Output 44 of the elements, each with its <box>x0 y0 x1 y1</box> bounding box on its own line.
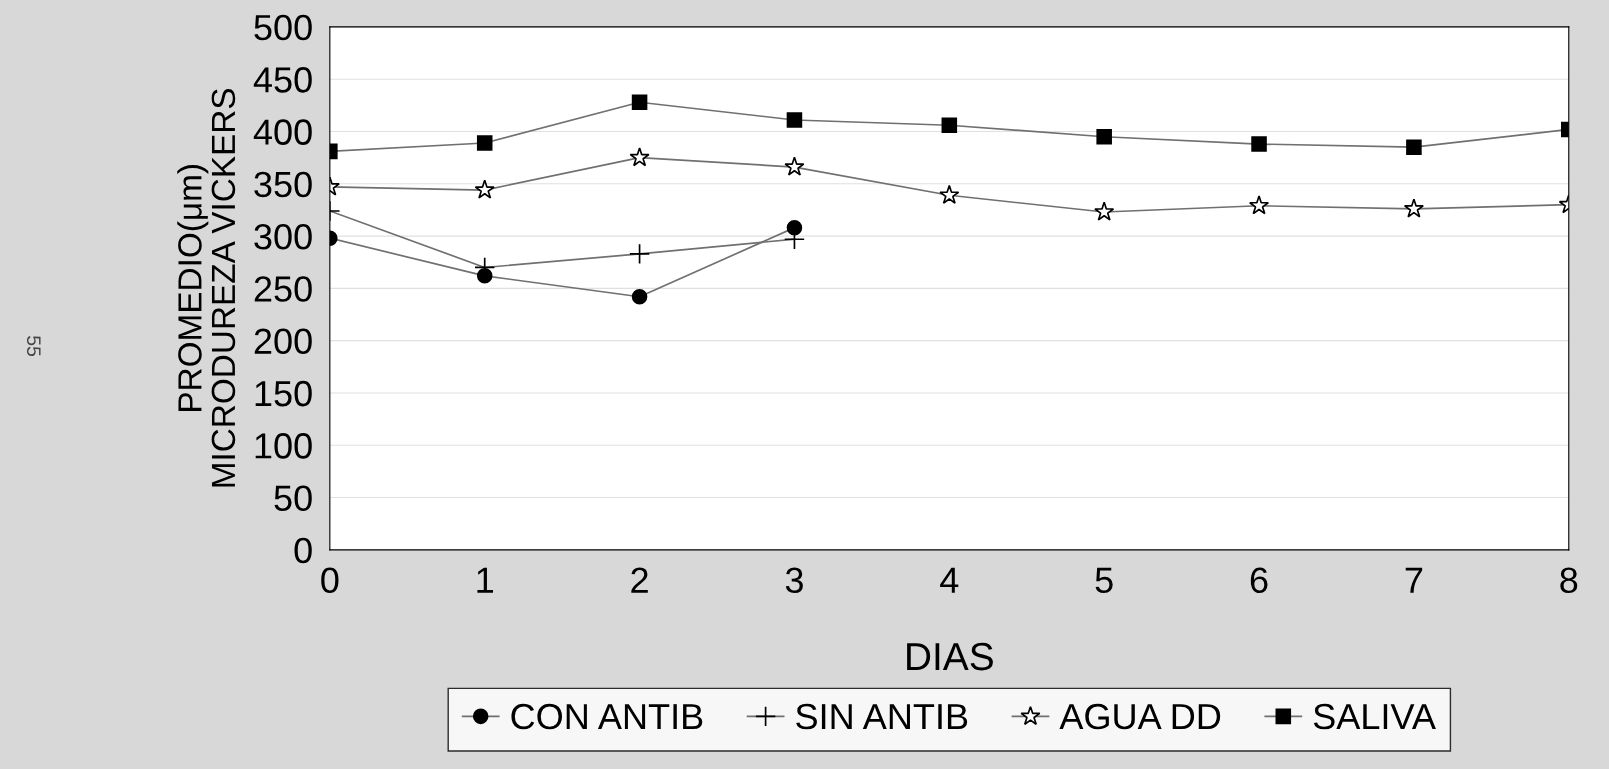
point <box>1248 195 1270 215</box>
y-tick-label: 400 <box>253 119 312 145</box>
text: 55 <box>26 336 41 357</box>
y-tick-label: 200 <box>254 328 312 355</box>
x-tick-label: 4 <box>940 567 959 593</box>
legend-label: SIN ANTIB <box>796 703 968 730</box>
legend-label: SALIVA <box>1313 703 1436 730</box>
y-tick-label: 50 <box>274 485 312 511</box>
point <box>939 184 960 204</box>
y-tick-label: 450 <box>253 67 312 93</box>
x-tick-label: 6 <box>1250 567 1268 594</box>
y-tick-label: 0 <box>294 537 312 564</box>
point <box>631 288 648 305</box>
point <box>629 243 651 265</box>
y-tick-label: 150 <box>255 380 312 407</box>
x-tick-label: 7 <box>1405 567 1423 593</box>
point <box>476 135 493 151</box>
y-tick-label: 300 <box>254 223 312 250</box>
x-tick-label: 0 <box>321 567 339 594</box>
y-tick-label: 100 <box>255 433 312 459</box>
point <box>941 117 958 134</box>
x-axis-title: DIAS <box>907 642 993 671</box>
x-tick-label: 5 <box>1095 567 1113 594</box>
point <box>631 94 648 110</box>
y-tick-label: 500 <box>254 14 312 41</box>
x-tick-label: 2 <box>631 567 648 593</box>
x-tick-label: 8 <box>1560 567 1578 594</box>
point <box>1094 201 1115 221</box>
legend-label: AGUA DD <box>1059 703 1221 730</box>
y-tick-label: 350 <box>254 171 312 198</box>
point <box>786 219 803 236</box>
point <box>629 147 650 167</box>
x-tick-label: 1 <box>477 567 493 593</box>
legend-label: CON ANTIB <box>511 703 703 730</box>
point <box>474 179 495 199</box>
x-tick-label: 3 <box>785 567 803 594</box>
point <box>1406 139 1422 155</box>
point <box>1096 128 1112 145</box>
y-tick-label: 250 <box>254 276 312 302</box>
y-axis-title: PROMEDIO(μm) MICRODUREZA VICKERS <box>177 88 236 487</box>
point <box>1251 136 1267 152</box>
point <box>786 112 803 128</box>
point <box>784 156 805 176</box>
point <box>1403 198 1424 218</box>
